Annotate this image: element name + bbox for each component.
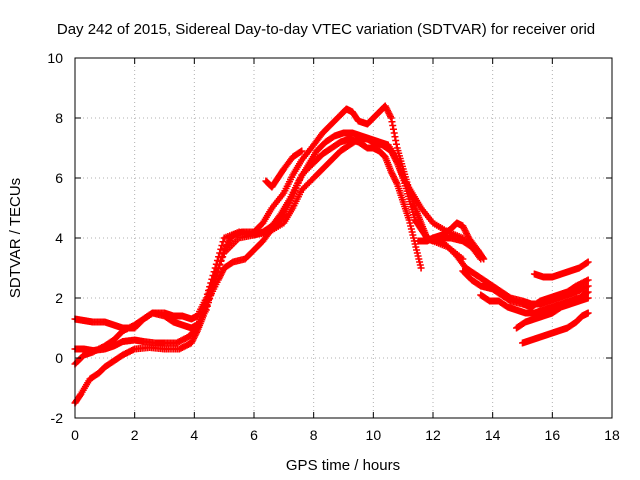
data-point-marker bbox=[208, 275, 216, 283]
data-point-marker bbox=[213, 257, 221, 264]
series-trace-e bbox=[262, 147, 306, 191]
x-tick-label: 12 bbox=[425, 427, 441, 443]
data-point-marker bbox=[584, 309, 592, 317]
data-point-marker bbox=[298, 147, 306, 155]
y-tick-label: -2 bbox=[51, 410, 64, 426]
y-tick-label: 2 bbox=[55, 290, 63, 306]
x-tick-label: 18 bbox=[604, 427, 620, 443]
data-point-marker bbox=[480, 255, 488, 263]
data-point-marker bbox=[206, 283, 214, 291]
x-tick-label: 0 bbox=[71, 427, 79, 443]
data-point-marker bbox=[584, 276, 592, 284]
y-tick-label: 10 bbox=[47, 50, 63, 66]
axis-ticks bbox=[74, 57, 613, 419]
y-tick-label: 6 bbox=[55, 170, 63, 186]
y-axis-label: SDTVAR / TECUs bbox=[7, 178, 24, 298]
data-point-marker bbox=[584, 258, 592, 266]
data-point-marker bbox=[218, 242, 226, 249]
data-point-marker bbox=[584, 294, 592, 302]
x-tick-label: 10 bbox=[366, 427, 382, 443]
data-point-marker bbox=[203, 290, 211, 298]
y-tick-labels: -2 0 2 4 6 8 10 bbox=[47, 50, 63, 426]
x-axis-label: GPS time / hours bbox=[286, 457, 400, 474]
data-point-marker bbox=[210, 268, 218, 276]
series-trace-l bbox=[530, 258, 592, 281]
x-tick-labels: 0 2 4 6 8 10 12 14 16 18 bbox=[71, 427, 620, 443]
x-tick-label: 16 bbox=[545, 427, 561, 443]
x-tick-label: 14 bbox=[485, 427, 501, 443]
y-tick-label: 0 bbox=[55, 350, 63, 366]
series-trace-j bbox=[513, 294, 592, 332]
x-tick-label: 6 bbox=[250, 427, 258, 443]
data-point-marker bbox=[216, 249, 224, 257]
data-point-marker bbox=[584, 282, 592, 290]
chart-title: Day 242 of 2015, Sidereal Day-to-day VTE… bbox=[57, 21, 595, 38]
data-point-marker bbox=[205, 287, 213, 294]
data-point-marker bbox=[215, 253, 223, 261]
data-point-marker bbox=[209, 272, 217, 279]
data-point-marker bbox=[417, 264, 425, 272]
data-point-marker bbox=[219, 238, 227, 246]
series-trace-h bbox=[459, 267, 592, 311]
data-point-marker bbox=[217, 245, 225, 253]
x-tick-label: 8 bbox=[310, 427, 318, 443]
y-tick-label: 4 bbox=[55, 230, 63, 246]
series-trace-k bbox=[519, 309, 592, 347]
x-tick-label: 2 bbox=[131, 427, 139, 443]
series-trace-f bbox=[414, 219, 488, 263]
data-point-marker bbox=[212, 260, 220, 268]
data-point-marker bbox=[211, 264, 219, 272]
x-tick-label: 4 bbox=[190, 427, 198, 443]
y-tick-label: 8 bbox=[55, 110, 63, 126]
data-point-marker bbox=[202, 294, 210, 302]
data-point-marker bbox=[207, 279, 215, 287]
data-point-marker bbox=[584, 288, 592, 296]
series-trace-i bbox=[477, 288, 592, 317]
data-points bbox=[71, 102, 592, 407]
